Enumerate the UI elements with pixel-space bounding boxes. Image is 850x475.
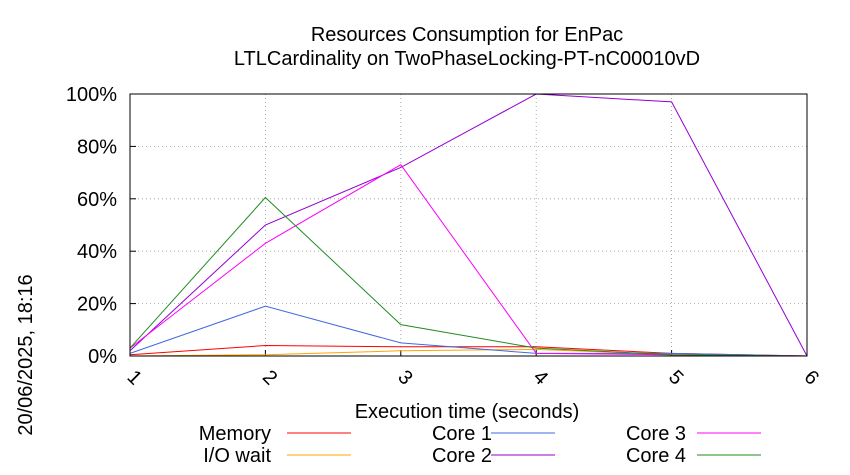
legend-label-core-2: Core 2 bbox=[432, 445, 492, 467]
x-tick-label: 3 bbox=[393, 366, 416, 389]
y-tick-label: 0% bbox=[88, 346, 117, 368]
y-tick-label: 100% bbox=[66, 84, 117, 106]
series-line-core-2 bbox=[129, 93, 808, 357]
grid bbox=[129, 93, 808, 357]
series-lines bbox=[129, 93, 808, 357]
x-tick-label: 5 bbox=[664, 366, 687, 389]
chart-title: Resources Consumption for EnPac bbox=[311, 24, 623, 46]
x-tick-label: 4 bbox=[529, 366, 552, 389]
legend-label-memory: Memory bbox=[199, 423, 271, 445]
y-tick-label: 80% bbox=[77, 136, 117, 158]
side-timestamp-label: 20/06/2025, 18:16 bbox=[15, 274, 37, 435]
x-axis-label: Execution time (seconds) bbox=[355, 401, 580, 423]
plot-border bbox=[129, 93, 808, 357]
legend-label-core-1: Core 1 bbox=[432, 423, 492, 445]
y-tick-label: 40% bbox=[77, 241, 117, 263]
y-axis: 0% 20% 40% 60% 80% 100% bbox=[66, 84, 136, 368]
series-line-core-1 bbox=[129, 305, 808, 357]
legend-label-core-4: Core 4 bbox=[626, 445, 686, 467]
series-line-core-3 bbox=[129, 164, 808, 357]
x-tick-label: 1 bbox=[123, 366, 146, 389]
y-tick-label: 20% bbox=[77, 294, 117, 316]
legend-label-i-o-wait: I/O wait bbox=[203, 445, 271, 467]
chart-subtitle: LTLCardinality on TwoPhaseLocking-PT-nC0… bbox=[234, 48, 700, 70]
series-line-core-4 bbox=[129, 196, 808, 357]
y-tick-label: 60% bbox=[77, 189, 117, 211]
x-tick-label: 6 bbox=[800, 366, 823, 389]
x-tick-label: 2 bbox=[258, 366, 281, 389]
legend-label-core-3: Core 3 bbox=[626, 423, 686, 445]
